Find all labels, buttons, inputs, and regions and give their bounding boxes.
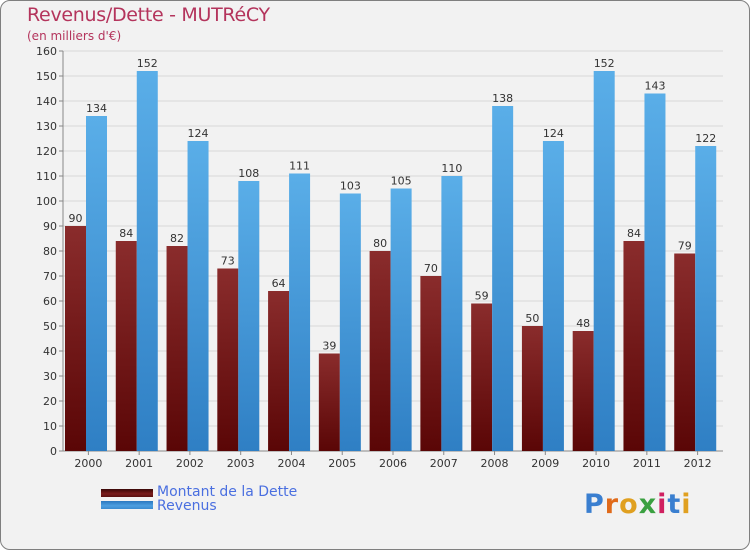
x-tick-label: 2010	[582, 457, 610, 470]
y-tick-label: 120	[36, 145, 57, 158]
data-label-dette: 84	[627, 227, 641, 240]
y-tick-label: 160	[36, 45, 57, 58]
y-tick-label: 50	[43, 320, 57, 333]
data-label-dette: 50	[525, 312, 539, 325]
bar-dette	[166, 246, 188, 451]
y-tick-label: 10	[43, 420, 57, 433]
chart-subtitle: (en milliers d'€)	[27, 29, 122, 43]
bar-revenus	[695, 146, 717, 451]
legend-label-dette: Montant de la Dette	[157, 484, 298, 500]
logo-letter: o	[619, 489, 639, 520]
bar-dette	[318, 353, 340, 451]
logo-letter: P	[584, 489, 605, 520]
data-label-revenus: 108	[238, 167, 259, 180]
data-label-revenus: 143	[644, 80, 665, 93]
bar-revenus	[339, 193, 361, 451]
bar-dette	[369, 251, 391, 451]
data-label-revenus: 105	[391, 175, 412, 188]
data-label-revenus: 124	[543, 127, 564, 140]
data-label-dette: 90	[69, 212, 83, 225]
bar-revenus	[492, 106, 514, 451]
bar-revenus	[441, 176, 463, 451]
bar-revenus	[289, 173, 311, 451]
bar-dette	[623, 241, 645, 451]
x-tick-label: 2007	[430, 457, 458, 470]
data-label-dette: 59	[475, 290, 489, 303]
data-label-dette: 82	[170, 232, 184, 245]
x-tick-label: 2008	[481, 457, 509, 470]
x-tick-label: 2009	[531, 457, 559, 470]
bar-dette	[674, 253, 696, 451]
bar-revenus	[136, 71, 158, 451]
bar-revenus	[238, 181, 260, 451]
data-label-dette: 39	[322, 340, 336, 353]
data-label-revenus: 122	[695, 132, 716, 145]
logo-letter: x	[638, 489, 658, 520]
x-tick-label: 2002	[176, 457, 204, 470]
logo-letter: i	[657, 489, 668, 520]
legend-swatch-dette	[101, 489, 153, 497]
bar-dette	[65, 226, 86, 451]
x-tick-label: 2000	[74, 457, 102, 470]
data-label-revenus: 124	[188, 127, 209, 140]
y-tick-label: 130	[36, 120, 57, 133]
data-label-revenus: 152	[137, 57, 158, 70]
bar-revenus	[542, 141, 564, 451]
data-label-revenus: 138	[492, 92, 513, 105]
x-tick-label: 2012	[684, 457, 712, 470]
data-label-revenus: 152	[594, 57, 615, 70]
logo-letter: t	[667, 489, 682, 520]
x-tick-label: 2003	[227, 457, 255, 470]
bar-dette	[115, 241, 137, 451]
bar-revenus	[86, 116, 107, 451]
bar-dette	[420, 276, 442, 451]
y-tick-label: 0	[50, 445, 57, 458]
bar-dette	[521, 326, 543, 451]
bar-revenus	[644, 93, 666, 451]
y-tick-label: 100	[36, 195, 57, 208]
x-tick-label: 2004	[277, 457, 305, 470]
bar-dette	[471, 303, 493, 451]
y-tick-label: 70	[43, 270, 57, 283]
y-tick-label: 90	[43, 220, 57, 233]
y-tick-label: 20	[43, 395, 57, 408]
bar-dette	[572, 331, 594, 451]
chart-title: Revenus/Dette - MUTRéCY	[27, 4, 270, 26]
x-tick-label: 2011	[633, 457, 661, 470]
bar-revenus	[593, 71, 615, 451]
y-tick-label: 150	[36, 70, 57, 83]
data-label-dette: 48	[576, 317, 590, 330]
data-label-revenus: 103	[340, 180, 361, 193]
bar-dette	[268, 291, 290, 451]
data-label-dette: 64	[272, 277, 286, 290]
bar-dette	[217, 268, 239, 451]
data-label-revenus: 111	[289, 160, 310, 173]
legend-swatch-revenus	[101, 501, 153, 509]
logo-letter: r	[604, 489, 620, 520]
data-label-dette: 70	[424, 262, 438, 275]
y-tick-label: 110	[36, 170, 57, 183]
data-label-dette: 80	[373, 237, 387, 250]
y-tick-label: 60	[43, 295, 57, 308]
y-tick-label: 30	[43, 370, 57, 383]
y-tick-label: 80	[43, 245, 57, 258]
data-label-revenus: 134	[86, 102, 107, 115]
bar-revenus	[187, 141, 209, 451]
x-tick-label: 2005	[328, 457, 356, 470]
x-tick-label: 2006	[379, 457, 407, 470]
proxiti-logo: Proxiti	[584, 489, 692, 520]
x-tick-label: 2001	[125, 457, 153, 470]
y-tick-label: 140	[36, 95, 57, 108]
legend-label-revenus: Revenus	[157, 498, 217, 514]
data-label-dette: 79	[678, 240, 692, 253]
data-label-dette: 73	[221, 255, 235, 268]
y-tick-label: 40	[43, 345, 57, 358]
data-label-dette: 84	[119, 227, 133, 240]
logo-letter: i	[681, 489, 692, 520]
data-label-revenus: 110	[441, 162, 462, 175]
bar-revenus	[390, 188, 412, 451]
